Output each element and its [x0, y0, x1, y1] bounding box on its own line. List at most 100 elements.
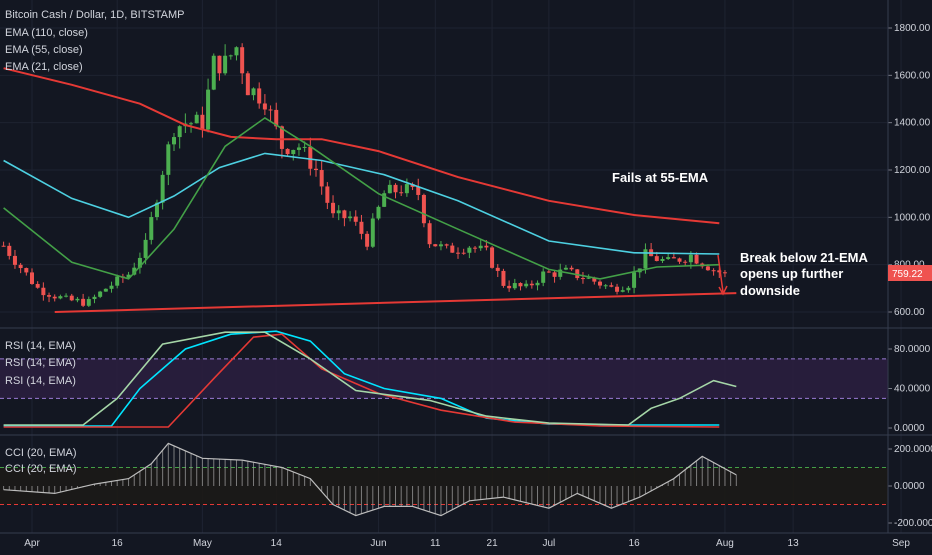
ema-legend[interactable]: EMA (21, close) — [5, 61, 83, 73]
candle-body — [194, 114, 199, 124]
rsi-band — [0, 358, 888, 399]
rsi-axis-label: 80.0000 — [894, 344, 931, 355]
candle-body — [348, 216, 353, 219]
rsi-legend[interactable]: RSI (14, EMA) — [5, 340, 76, 352]
rsi-axis-label: 0.0000 — [894, 423, 925, 434]
candle-body — [438, 244, 443, 247]
annotation-arrow-line — [717, 254, 724, 293]
candle-body — [529, 283, 534, 286]
candle-body — [319, 170, 324, 187]
candle-body — [580, 278, 585, 280]
candle-body — [552, 272, 557, 277]
candle-body — [126, 274, 131, 278]
candle-body — [143, 239, 148, 258]
candle-body — [535, 282, 540, 286]
candle-body — [416, 186, 421, 195]
price-axis-label: 1200.00 — [894, 165, 931, 176]
candle-body — [586, 277, 591, 279]
rsi-legend[interactable]: RSI (14, EMA) — [5, 357, 76, 369]
candle-body — [393, 184, 398, 193]
candle-body — [592, 277, 597, 282]
cci-legend[interactable]: CCI (20, EMA) — [5, 463, 77, 475]
candle-body — [331, 202, 336, 214]
candle-body — [705, 266, 710, 271]
price-axis-label: 1600.00 — [894, 70, 931, 81]
candle-body — [376, 206, 381, 219]
cci-band-fill — [0, 467, 888, 505]
candle-body — [563, 267, 568, 270]
candle-body — [569, 267, 574, 270]
annotation-break-line: downside — [740, 283, 800, 298]
grid — [0, 0, 902, 533]
price-axis-label: 1000.00 — [894, 212, 931, 223]
time-axis-label: 11 — [430, 538, 441, 549]
time-axis-label: 21 — [487, 538, 499, 549]
candle-body — [154, 202, 159, 218]
candle-body — [132, 267, 137, 275]
candle-body — [671, 257, 676, 259]
candle-body — [490, 247, 495, 268]
candle-body — [382, 193, 387, 207]
candle-body — [296, 147, 301, 150]
time-axis-label: 16 — [112, 538, 124, 549]
candle-body — [211, 55, 216, 90]
candle-body — [251, 88, 256, 96]
price-axis-label: 600.00 — [894, 307, 925, 318]
annotation-fails-at-ema: Fails at 55-EMA — [612, 170, 709, 185]
candle-body — [160, 174, 165, 203]
candle-body — [279, 126, 284, 149]
candle-body — [615, 286, 620, 292]
cci-legend[interactable]: CCI (20, EMA) — [5, 447, 77, 459]
candle-body — [228, 55, 233, 57]
ema-legend[interactable]: EMA (110, close) — [5, 27, 88, 39]
candle-body — [92, 296, 97, 300]
candle-body — [711, 270, 716, 272]
candle-body — [365, 233, 370, 247]
rsi-legend[interactable]: RSI (14, EMA) — [5, 375, 76, 387]
candle-body — [421, 194, 426, 224]
candle-body — [47, 295, 52, 297]
candle-body — [404, 184, 409, 194]
candle-body — [285, 148, 290, 155]
candle-body — [478, 245, 483, 249]
candle-body — [12, 255, 17, 265]
candle-body — [399, 192, 404, 194]
candle-body — [541, 271, 546, 283]
candle-body — [109, 285, 114, 289]
candle-body — [268, 109, 273, 111]
candle-body — [370, 218, 375, 247]
candle-body — [495, 267, 500, 271]
candle-body — [291, 149, 296, 155]
cci-axis-label: -200.0000 — [894, 518, 932, 529]
ema-legend[interactable]: EMA (55, close) — [5, 44, 83, 56]
candle-body — [240, 47, 245, 74]
candle-body — [336, 210, 341, 214]
candle-body — [632, 272, 637, 288]
rsi-axis-label: 40.0000 — [894, 384, 931, 395]
candle-body — [245, 73, 250, 96]
candle-body — [7, 245, 12, 256]
rsi-line — [3, 333, 720, 428]
candle-body — [137, 257, 142, 268]
cci-histogram — [3, 442, 737, 517]
candle-body — [308, 146, 313, 169]
candle-body — [620, 290, 625, 292]
candle-body — [342, 210, 347, 219]
candle-body — [200, 114, 205, 130]
candle-body — [24, 268, 29, 273]
candle-body — [86, 299, 91, 306]
time-axis-label: 14 — [271, 538, 283, 549]
ema-line — [3, 116, 720, 280]
candle-body — [149, 217, 154, 240]
candle-body — [512, 283, 517, 289]
candle-body — [172, 137, 176, 145]
candle-body — [660, 259, 665, 261]
price-axis-label: 1400.00 — [894, 118, 931, 129]
chart-title: Bitcoin Cash / Dollar, 1D, BITSTAMP — [5, 9, 185, 21]
ema-lines — [3, 67, 720, 280]
candle-body — [75, 298, 80, 301]
candle-body — [507, 285, 512, 289]
candle-body — [234, 47, 239, 56]
cci-band — [0, 467, 888, 505]
